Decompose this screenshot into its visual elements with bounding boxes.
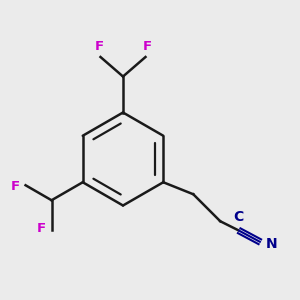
Text: F: F [11, 180, 20, 193]
Text: N: N [266, 237, 278, 251]
Text: F: F [142, 40, 152, 53]
Text: C: C [233, 210, 243, 224]
Text: F: F [94, 40, 103, 53]
Text: F: F [37, 222, 46, 235]
